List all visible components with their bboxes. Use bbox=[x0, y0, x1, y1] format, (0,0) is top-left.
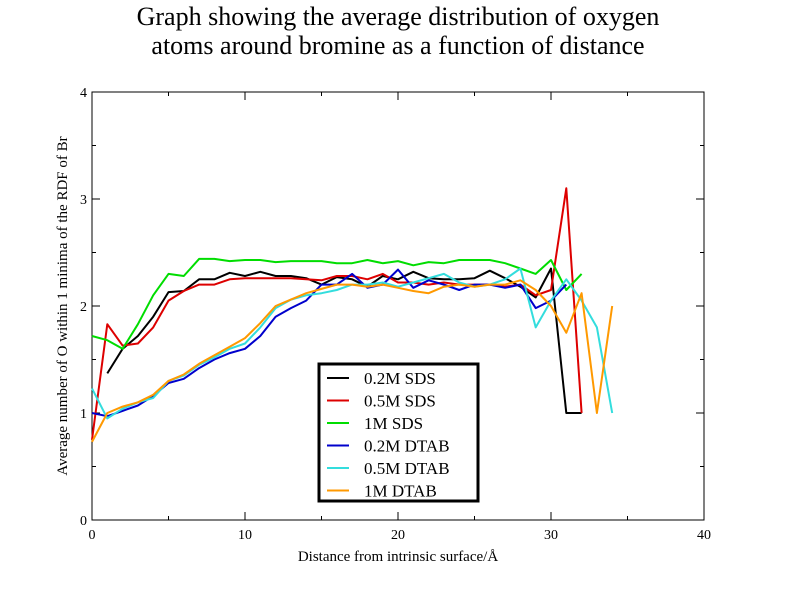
legend-label: 1M DTAB bbox=[364, 482, 437, 501]
axis-ticks: 0 10 20 30 40 0 1 2 3 4 bbox=[80, 86, 711, 543]
series-line-1m-sds bbox=[91, 257, 583, 350]
legend: 0.2M SDS 0.5M SDS 1M SDS 0.2M DTAB 0.5M DTAB… bbox=[317, 362, 480, 503]
legend-label: 0.2M DTAB bbox=[364, 437, 450, 456]
y-axis-label: Average number of O within 1 minima of t… bbox=[55, 136, 71, 475]
y-tick-label: 1 bbox=[80, 407, 87, 422]
x-tick-label: 20 bbox=[391, 528, 405, 543]
y-tick-label: 4 bbox=[80, 86, 87, 101]
chart-title-line-1: Graph showing the average distribution o… bbox=[137, 2, 660, 31]
legend-label: 0.2M SDS bbox=[364, 369, 436, 388]
x-tick-label: 30 bbox=[544, 528, 558, 543]
y-tick-label: 2 bbox=[80, 300, 87, 315]
x-tick-label: 40 bbox=[697, 528, 711, 543]
plot-area: 0 10 20 30 40 0 1 2 3 4 bbox=[80, 86, 711, 543]
y-tick-label: 0 bbox=[80, 514, 87, 529]
legend-label: 0.5M DTAB bbox=[364, 459, 450, 478]
series-line-1m-dtab bbox=[91, 279, 614, 443]
chart-title-line-2: atoms around bromine as a function of di… bbox=[151, 31, 644, 60]
legend-label: 1M SDS bbox=[364, 414, 423, 433]
x-tick-label: 0 bbox=[89, 528, 96, 543]
legend-label: 0.5M SDS bbox=[364, 392, 436, 411]
legend-box bbox=[317, 362, 480, 503]
x-axis-label: Distance from intrinsic surface/Å bbox=[298, 549, 499, 565]
x-tick-label: 10 bbox=[238, 528, 252, 543]
y-tick-label: 3 bbox=[80, 193, 87, 208]
series-group bbox=[91, 187, 614, 443]
